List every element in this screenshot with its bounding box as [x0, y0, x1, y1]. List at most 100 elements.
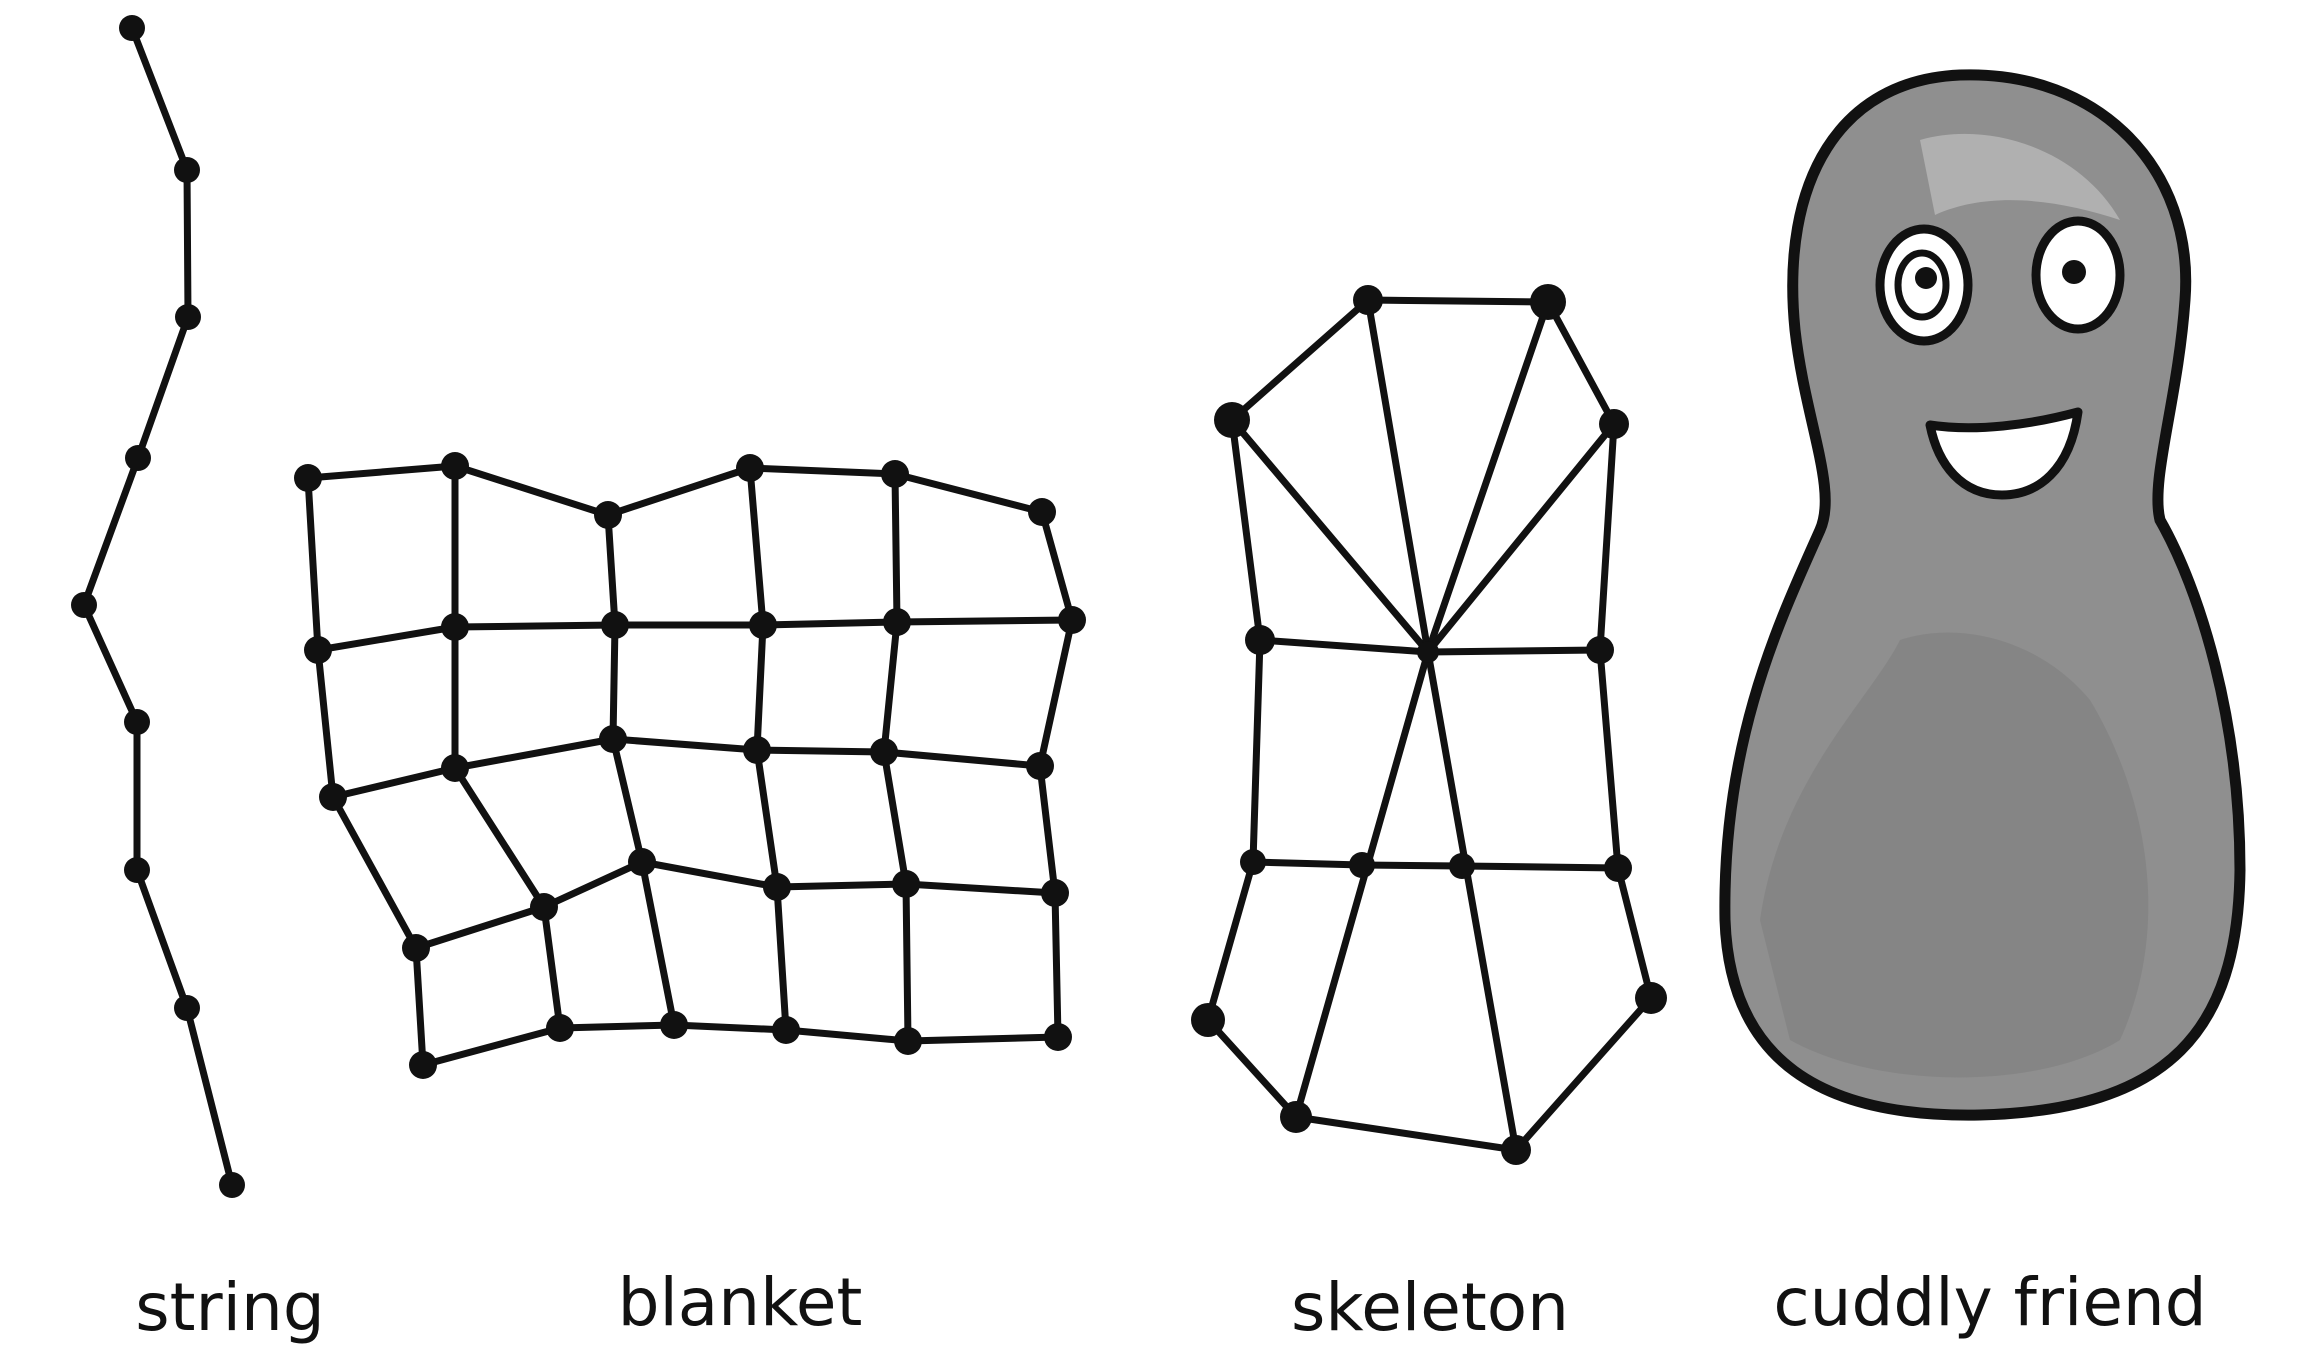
spring-line — [746, 464, 899, 478]
spring-line — [1036, 762, 1059, 897]
spring-line — [1228, 416, 1264, 644]
spring-line — [638, 858, 781, 891]
mass-node — [1349, 852, 1375, 878]
caption-cuddly-friend: cuddly friend — [1773, 1264, 2206, 1341]
spring-line — [451, 621, 619, 631]
spring-line — [891, 470, 901, 626]
mass-node — [599, 725, 627, 753]
mass-node — [594, 501, 622, 529]
spring-line — [1364, 296, 1432, 656]
spring-line — [419, 1024, 564, 1069]
mass-node — [71, 592, 97, 618]
mass-node — [175, 304, 201, 330]
mass-node — [1586, 636, 1614, 664]
mass-node — [219, 1172, 245, 1198]
mass-node — [892, 870, 920, 898]
spring-line — [880, 748, 1044, 770]
spring-line — [183, 166, 192, 321]
spring-line — [134, 313, 192, 462]
mass-node — [749, 611, 777, 639]
spring-line — [773, 880, 910, 891]
mass-node — [409, 1051, 437, 1079]
spring-line — [904, 1033, 1062, 1045]
mass-node — [1417, 641, 1439, 663]
spring-line — [412, 944, 427, 1069]
spring-line — [604, 511, 619, 629]
mass-node — [1353, 285, 1383, 315]
mass-node — [894, 1027, 922, 1055]
spring-line — [183, 1004, 236, 1189]
mass-node — [1041, 879, 1069, 907]
spring-line — [304, 462, 459, 482]
mass-node — [294, 464, 322, 492]
spring-line — [128, 24, 191, 174]
spring-line — [638, 858, 678, 1029]
mass-node — [546, 1014, 574, 1042]
mass-node — [601, 611, 629, 639]
spring-line — [782, 1026, 912, 1045]
spring-line — [1424, 420, 1618, 656]
spring-line — [1358, 861, 1466, 870]
mass-node — [1214, 402, 1250, 438]
spring-line — [1249, 636, 1264, 866]
mass-node — [883, 608, 911, 636]
right-eye — [2031, 216, 2125, 334]
spring-line — [1204, 1016, 1300, 1121]
mass-node — [530, 893, 558, 921]
smile-mouth — [1925, 407, 2083, 500]
spring-line — [1544, 298, 1618, 428]
spring-line — [133, 866, 191, 1012]
spring-line — [902, 880, 1059, 897]
mass-node — [441, 452, 469, 480]
spring-line — [1512, 994, 1655, 1154]
mass-node — [441, 613, 469, 641]
spring-line — [1292, 648, 1432, 1121]
spring-line — [753, 746, 781, 891]
mass-node — [628, 848, 656, 876]
spring-line — [1051, 889, 1062, 1041]
right-pupil — [2062, 260, 2086, 284]
skeleton-figure — [1191, 284, 1667, 1165]
cuddly-friend-shadow — [1760, 632, 2149, 1078]
mass-node — [125, 445, 151, 471]
caption-string: string — [135, 1269, 324, 1346]
spring-line — [80, 601, 141, 726]
spring-line — [902, 880, 912, 1045]
spring-line — [1036, 616, 1076, 770]
mass-node — [660, 1011, 688, 1039]
spring-line — [753, 746, 888, 756]
mass-node — [1026, 752, 1054, 780]
spring-line — [1596, 646, 1622, 872]
spring-line — [893, 616, 1076, 626]
cuddly-friend-highlight — [1920, 133, 2120, 220]
spring-line — [609, 735, 646, 866]
caption-skeleton: skeleton — [1291, 1269, 1569, 1346]
spring-line — [1228, 296, 1372, 424]
mass-node — [174, 995, 200, 1021]
spring-line — [540, 858, 646, 911]
spring-line — [609, 735, 761, 754]
spring-line — [1204, 858, 1257, 1024]
mass-node — [763, 873, 791, 901]
spring-line — [412, 903, 548, 952]
mass-node — [1530, 284, 1566, 320]
spring-line — [1292, 1113, 1520, 1154]
spring-line — [304, 474, 322, 654]
cuddly-friend-figure — [1719, 69, 2246, 1121]
spring-line — [753, 621, 767, 754]
mass-node — [1501, 1135, 1531, 1165]
spring-line — [1458, 862, 1622, 872]
spring-line — [314, 623, 459, 654]
mass-node — [772, 1016, 800, 1044]
spring-line — [891, 470, 1046, 516]
mass-node — [1028, 498, 1056, 526]
mass-node — [124, 709, 150, 735]
mass-node — [174, 157, 200, 183]
mass-node — [319, 783, 347, 811]
mass-node — [402, 934, 430, 962]
string-figure — [71, 15, 245, 1198]
spring-line — [451, 764, 548, 911]
mass-node — [441, 754, 469, 782]
left-eye — [1875, 224, 1973, 346]
